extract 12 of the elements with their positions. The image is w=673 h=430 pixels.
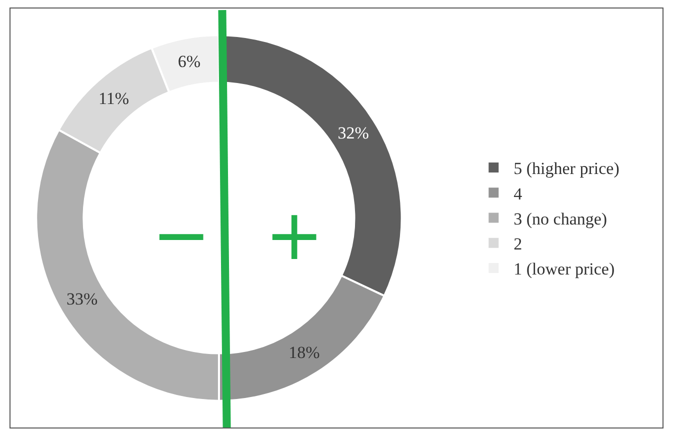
text: + <box>265 194 324 276</box>
data-label: 18% <box>288 342 320 362</box>
data-label: 33% <box>66 289 98 308</box>
legend-label: 5 (higher price) <box>514 159 620 178</box>
data-label: 6% <box>178 52 200 72</box>
text: − <box>152 194 211 276</box>
legend-label: 3 (no change) <box>514 209 608 228</box>
legend-label: 4 <box>514 184 523 204</box>
legend-label: 2 <box>514 234 522 254</box>
legend-label: 1 (lower price) <box>514 260 615 279</box>
data-label: 11% <box>98 89 130 108</box>
data-label: 32% <box>338 123 369 142</box>
